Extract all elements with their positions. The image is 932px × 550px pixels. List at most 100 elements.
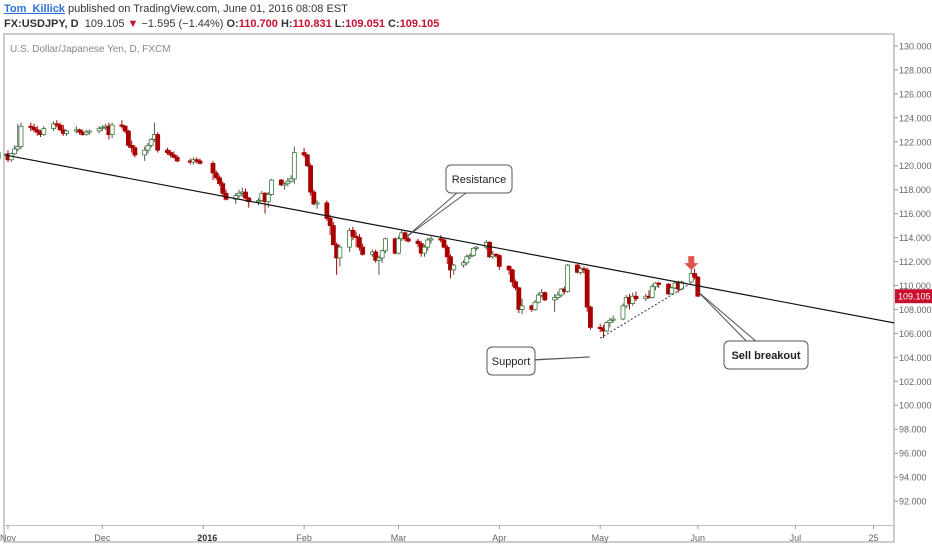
candle — [464, 254, 470, 266]
y-tick-label: 106.000 — [899, 329, 932, 339]
candle-body-down — [405, 238, 411, 242]
candle — [428, 236, 434, 244]
candle — [470, 247, 476, 257]
candle — [31, 123, 37, 133]
x-tick-label: May — [592, 533, 610, 543]
candle — [194, 157, 200, 164]
candle-body-up — [376, 257, 382, 261]
candle-body-down — [77, 129, 82, 133]
candle — [301, 147, 307, 158]
candle — [311, 189, 317, 206]
resistance-trendline — [3, 154, 895, 324]
candle-body-down — [509, 269, 515, 283]
candle-body-up — [470, 247, 476, 256]
candle-body-up — [86, 130, 92, 133]
candle-body-down — [129, 144, 135, 149]
candle-body-up — [145, 144, 151, 151]
candle — [396, 236, 401, 255]
candle-body-down — [441, 239, 447, 248]
candle-body-down — [353, 235, 359, 238]
chart-frame — [3, 33, 895, 543]
candle-body-up — [532, 301, 538, 310]
candle-body-down — [506, 265, 512, 271]
candle — [438, 235, 444, 243]
candle-body-down — [122, 125, 128, 132]
candle — [422, 244, 427, 257]
high-label: H: — [280, 18, 293, 30]
time-axis: Nov Dec 2016 Feb Mar Apr May Jun Jul 25 — [0, 525, 879, 543]
candle — [282, 182, 287, 190]
author-link[interactable]: Tom_Killick — [4, 3, 65, 15]
candle — [129, 140, 135, 153]
candle — [324, 200, 330, 221]
candle — [509, 268, 515, 287]
candle — [77, 128, 82, 135]
candle — [18, 122, 24, 149]
candle-body-up — [467, 255, 473, 258]
candle-body-up — [96, 128, 102, 132]
candle-body-up — [649, 286, 655, 298]
y-tick-label: 114.000 — [899, 233, 931, 243]
open-label: O: — [226, 18, 239, 30]
candle — [109, 122, 115, 139]
candle — [86, 129, 92, 135]
symbol-line: FX:USDJPY, D 109.105 ▼ −1.595 (−1.44%) O… — [4, 17, 439, 31]
resistance-callout-label: Resistance — [452, 174, 506, 186]
candle — [41, 126, 47, 136]
candle-body-up — [604, 322, 610, 332]
candle — [633, 291, 639, 302]
candle — [604, 321, 610, 333]
candle-body-down — [373, 251, 379, 261]
candle-body-down — [584, 269, 590, 308]
candle-body-down — [197, 160, 203, 164]
candle — [330, 222, 336, 246]
candle-body-up — [461, 262, 466, 266]
price-change: −1.595 (−1.44%) — [141, 18, 224, 30]
x-tick-label: Jun — [691, 533, 706, 543]
y-tick-label: 112.000 — [899, 257, 931, 267]
candle — [197, 158, 203, 165]
candle — [291, 146, 297, 184]
candle-body-up — [314, 202, 320, 205]
candle-body-down — [513, 281, 518, 289]
y-tick-label: 126.000 — [899, 89, 932, 99]
y-tick-label: 104.000 — [899, 353, 932, 363]
y-tick-label: 102.000 — [899, 377, 932, 387]
candle-body-down — [311, 191, 317, 205]
candle-body-down — [132, 147, 138, 156]
candle — [448, 254, 453, 279]
y-tick-label: 120.000 — [899, 161, 932, 171]
candle — [565, 263, 571, 293]
candle-body-down — [438, 238, 444, 241]
y-tick-label: 96.000 — [899, 449, 927, 459]
candle — [337, 244, 343, 267]
candle — [493, 253, 499, 258]
candle-body-up — [620, 305, 626, 320]
low-label: L: — [334, 18, 346, 30]
candle-body-down — [119, 124, 125, 127]
x-tick-label: Dec — [94, 533, 111, 543]
support-callout-box — [486, 346, 536, 376]
candle — [15, 123, 21, 152]
x-tick-label: 25 — [868, 533, 878, 543]
candle-body-up — [519, 305, 525, 310]
candle — [620, 303, 626, 321]
candle — [376, 255, 382, 275]
candle-body-up — [109, 124, 115, 135]
candle-body-down — [301, 152, 307, 156]
symbol-name[interactable]: FX:USDJPY, D — [4, 18, 79, 30]
candle — [174, 154, 180, 163]
candle-body-up — [607, 319, 613, 324]
candle-body-down — [656, 282, 662, 285]
candle — [461, 260, 466, 268]
candle — [474, 245, 479, 251]
candle — [588, 305, 593, 330]
candle — [373, 249, 379, 263]
candle — [519, 298, 525, 315]
candle — [155, 132, 161, 153]
resistance-callout-box — [445, 164, 513, 194]
candle-body-down — [54, 123, 60, 126]
candle — [610, 315, 616, 323]
candle-body-up — [379, 250, 385, 259]
